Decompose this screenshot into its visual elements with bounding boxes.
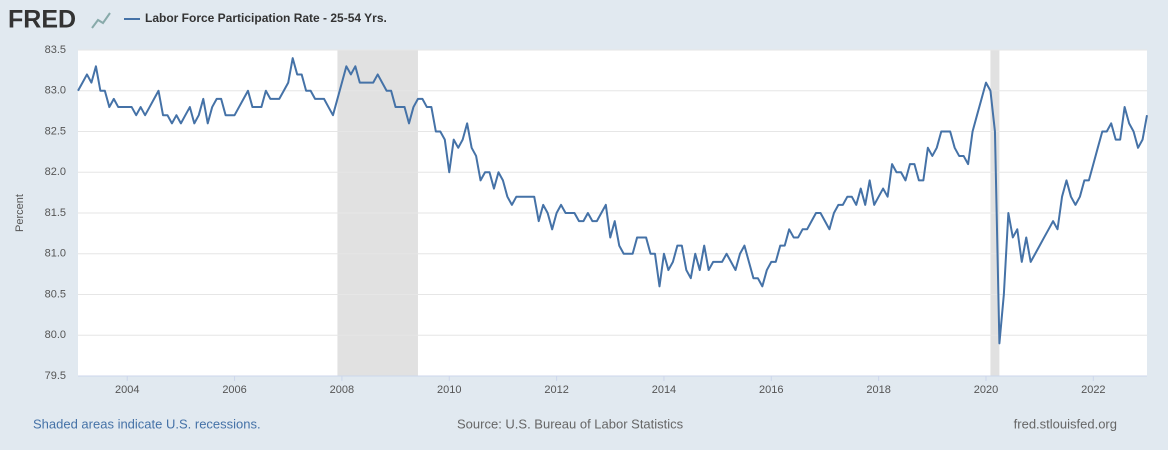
x-tick-label: 2020 bbox=[974, 384, 998, 396]
x-tick-label: 2016 bbox=[759, 384, 783, 396]
y-tick-label: 79.5 bbox=[45, 370, 66, 382]
x-tick-label: 2018 bbox=[866, 384, 890, 396]
legend-label[interactable]: Labor Force Participation Rate - 25-54 Y… bbox=[145, 11, 387, 25]
x-tick-label: 2014 bbox=[652, 384, 676, 396]
y-tick-label: 80.0 bbox=[45, 329, 66, 341]
data-line bbox=[77, 57, 1148, 345]
y-tick-label: 83.5 bbox=[45, 44, 66, 56]
y-tick-label: 82.5 bbox=[45, 125, 66, 137]
logo-icon bbox=[91, 12, 111, 29]
y-axis-label: Percent bbox=[14, 194, 26, 232]
x-tick-label: 2012 bbox=[544, 384, 568, 396]
y-tick-label: 83.0 bbox=[45, 85, 66, 97]
y-tick-label: 81.5 bbox=[45, 207, 66, 219]
logo: FRED bbox=[8, 6, 76, 34]
y-tick-label: 82.0 bbox=[45, 166, 66, 178]
y-tick-label: 80.5 bbox=[45, 288, 66, 300]
site-link[interactable]: fred.stlouisfed.org bbox=[1014, 416, 1117, 431]
source: Source: U.S. Bureau of Labor Statistics bbox=[457, 416, 684, 431]
recession-note: Shaded areas indicate U.S. recessions. bbox=[33, 416, 261, 431]
x-tick-label: 2004 bbox=[115, 384, 139, 396]
y-tick-label: 81.0 bbox=[45, 248, 66, 260]
x-tick-label: 2010 bbox=[437, 384, 461, 396]
x-tick-label: 2022 bbox=[1081, 384, 1105, 396]
x-tick-label: 2006 bbox=[222, 384, 246, 396]
x-tick-label: 2008 bbox=[330, 384, 354, 396]
